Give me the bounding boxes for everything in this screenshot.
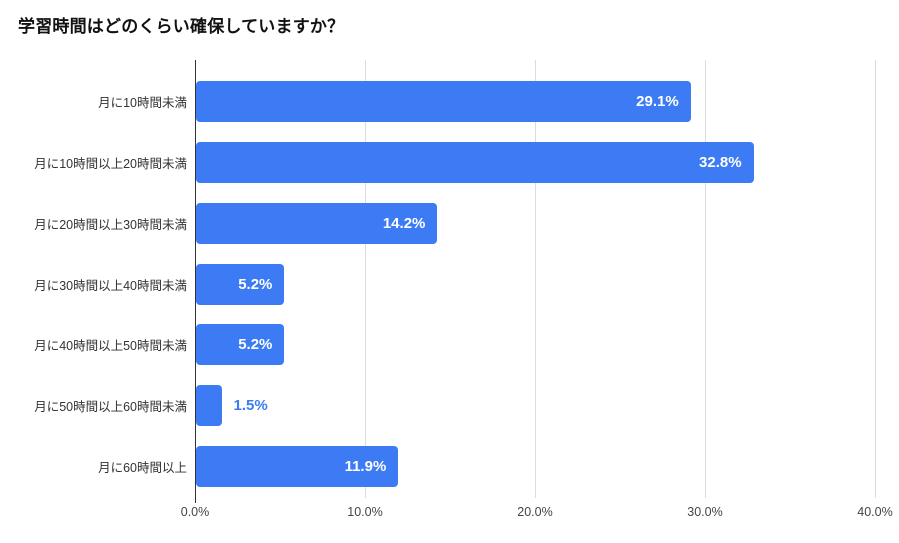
bar-value-label: 5.2% xyxy=(238,336,273,354)
bar: 11.9% xyxy=(196,446,399,488)
category-label: 月に50時間以上60時間未満 xyxy=(34,400,187,415)
bar: 5.2% xyxy=(196,324,285,366)
bar: 32.8% xyxy=(196,141,754,183)
x-tick-label: 10.0% xyxy=(347,505,383,519)
x-tick-label: 40.0% xyxy=(857,505,893,519)
category-label: 月に10時間以上20時間未満 xyxy=(34,156,187,171)
bar-value-label: 1.5% xyxy=(233,397,268,415)
x-axis-line xyxy=(195,60,196,503)
gridline xyxy=(875,60,876,498)
category-label: 月に20時間以上30時間未満 xyxy=(34,217,187,232)
bar-value-label: 11.9% xyxy=(344,458,387,476)
category-label: 月に30時間以上40時間未満 xyxy=(34,278,187,293)
gridline xyxy=(365,60,366,498)
bar-value-label: 5.2% xyxy=(238,275,273,293)
category-label: 月に60時間以上 xyxy=(98,461,187,476)
bar-value-label: 29.1% xyxy=(636,93,679,110)
x-tick-label: 30.0% xyxy=(687,505,723,519)
category-label: 月に40時間以上50時間未満 xyxy=(34,339,187,354)
x-tick-label: 20.0% xyxy=(517,505,553,519)
bar: 29.1% xyxy=(196,81,691,122)
category-label: 月に10時間未満 xyxy=(98,96,187,110)
bar xyxy=(196,385,222,427)
chart-title: 学習時間はどのくらい確保していますか？ xyxy=(18,17,345,36)
bar-value-label: 14.2% xyxy=(382,214,426,232)
x-tick-label: 0.0% xyxy=(180,505,210,519)
bar: 14.2% xyxy=(196,202,438,244)
bar: 5.2% xyxy=(196,263,285,305)
gridline xyxy=(535,60,536,498)
gridline xyxy=(705,60,706,498)
bar-value-label: 32.8% xyxy=(699,153,742,171)
